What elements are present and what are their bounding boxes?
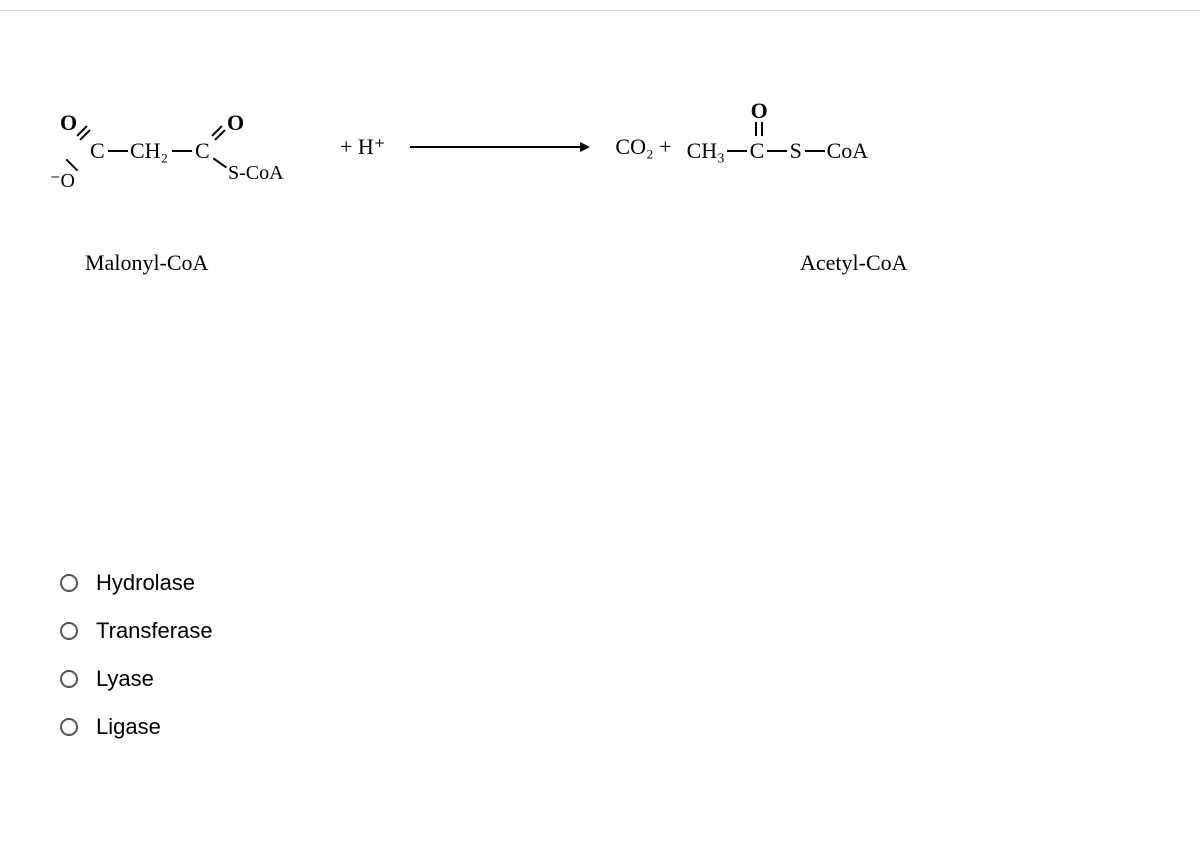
acetyl-coa-structure: CH₃ C O S CoA [687,110,927,200]
reaction-row: O C ⁻O CH₂ C O S-CoA + H⁺ CO₂ + CH₃ C [50,110,1150,200]
option-hydrolase[interactable]: Hydrolase [60,570,213,596]
answer-options: Hydrolase Transferase Lyase Ligase [60,570,213,762]
atom-coa: CoA [827,138,869,164]
single-bond [172,150,192,152]
option-label: Ligase [96,714,161,740]
atom-c: C [90,138,105,164]
atom-s: S [790,138,802,164]
atom-o: O [751,98,768,124]
acetyl-coa-label: Acetyl-CoA [800,250,908,276]
reaction-arrow [410,146,580,148]
atom-o: O [227,110,244,136]
single-bond [805,150,825,152]
double-bond [755,122,757,136]
radio-icon[interactable] [60,670,78,688]
atom-ch3: CH₃ [687,138,725,164]
atom-scoa: S-CoA [228,162,284,185]
atom-ch2: CH₂ [130,138,168,164]
atom-c: C [195,138,210,164]
option-label: Hydrolase [96,570,195,596]
radio-icon[interactable] [60,574,78,592]
single-bond [213,158,227,168]
option-ligase[interactable]: Ligase [60,714,213,740]
label-row: Malonyl-CoA Acetyl-CoA [50,250,1150,280]
malonyl-coa-structure: O C ⁻O CH₂ C O S-CoA [50,110,320,200]
option-label: Transferase [96,618,213,644]
option-transferase[interactable]: Transferase [60,618,213,644]
divider [0,10,1200,11]
malonyl-coa-label: Malonyl-CoA [85,250,208,276]
single-bond [727,150,747,152]
atom-o-neg: ⁻O [50,168,75,193]
reaction-diagram: O C ⁻O CH₂ C O S-CoA + H⁺ CO₂ + CH₃ C [50,110,1150,310]
reaction-arrow-head [580,142,590,152]
option-label: Lyase [96,666,154,692]
single-bond [108,150,128,152]
product-co2: CO₂ + [615,134,671,160]
single-bond [767,150,787,152]
atom-o: O [60,110,77,136]
atom-c: C [750,138,765,164]
double-bond [761,122,763,136]
radio-icon[interactable] [60,622,78,640]
radio-icon[interactable] [60,718,78,736]
plus-h-plus: + H⁺ [340,134,385,160]
option-lyase[interactable]: Lyase [60,666,213,692]
